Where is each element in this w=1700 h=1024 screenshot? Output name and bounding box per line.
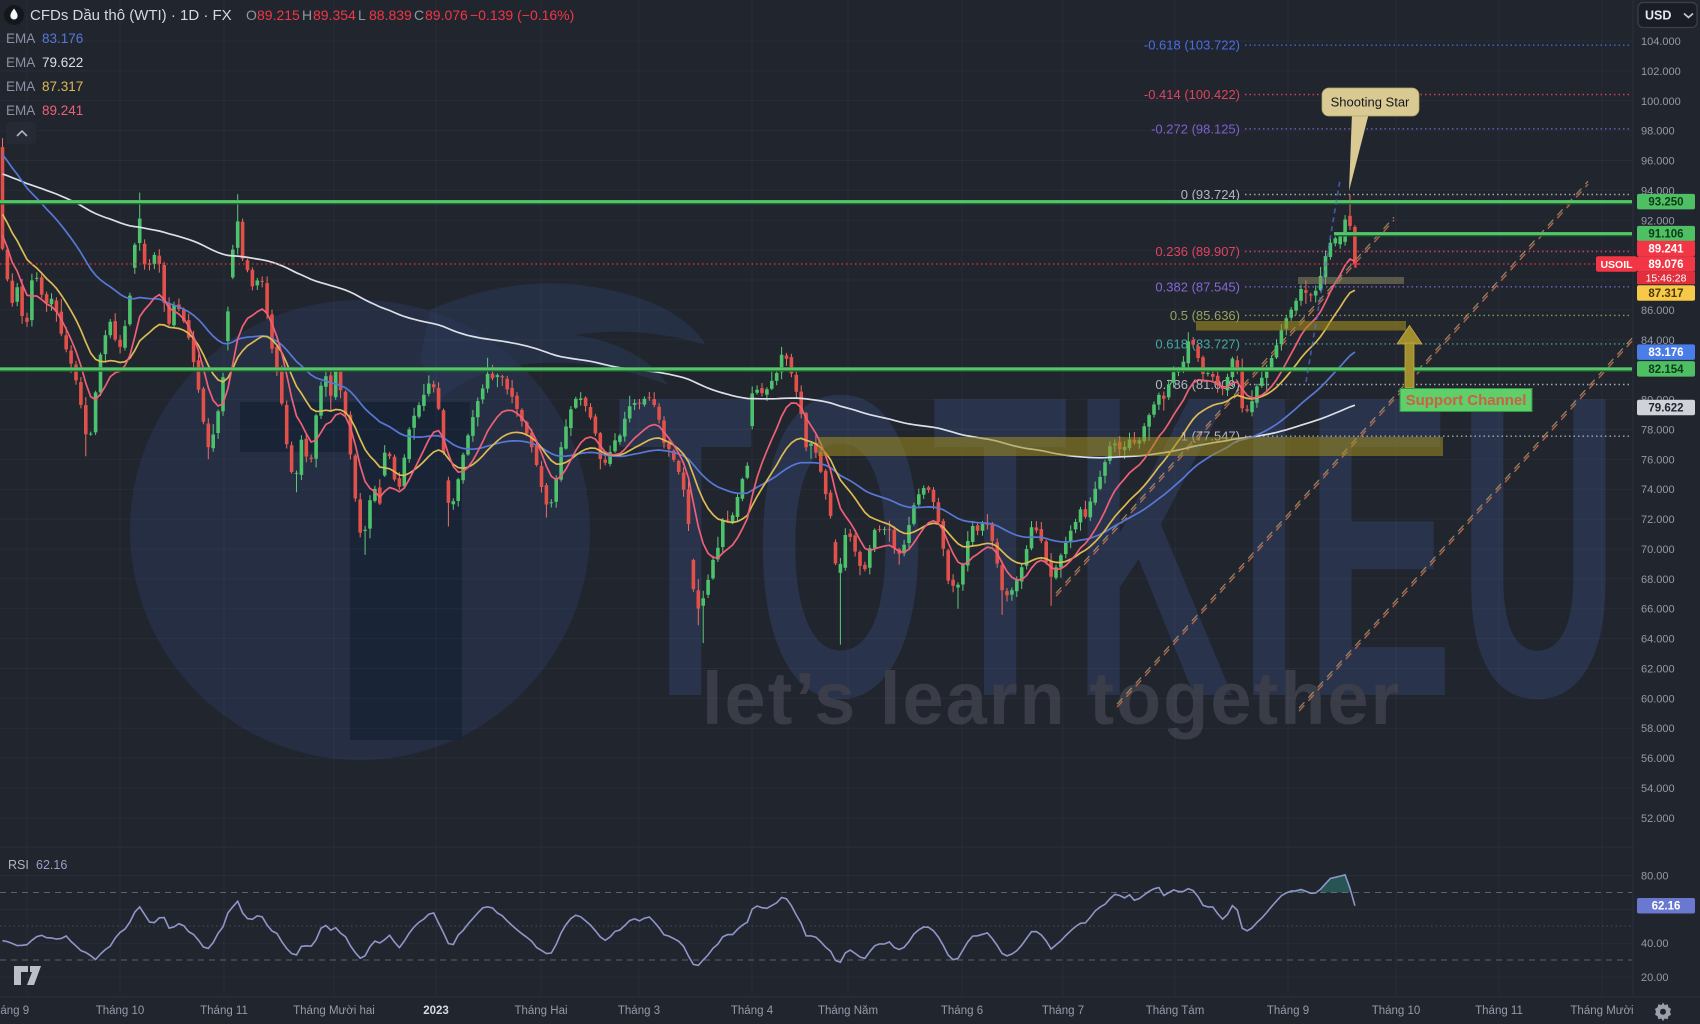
svg-text:Support Channel: Support Channel	[1406, 392, 1527, 409]
svg-text:USOIL: USOIL	[1600, 259, 1633, 271]
svg-text:Tháng Mười: Tháng Mười	[1570, 1005, 1633, 1017]
svg-text:EMA: EMA	[6, 103, 35, 118]
svg-text:62.16: 62.16	[1652, 901, 1681, 913]
svg-text:56.000: 56.000	[1641, 753, 1675, 765]
svg-text:64.000: 64.000	[1641, 634, 1675, 646]
svg-text:-0.618 (103.722): -0.618 (103.722)	[1144, 38, 1240, 53]
svg-text:100.000: 100.000	[1641, 96, 1681, 108]
svg-text:0 (93.724): 0 (93.724)	[1181, 187, 1240, 202]
svg-text:89.076: 89.076	[1648, 259, 1683, 271]
svg-text:-0.414 (100.422): -0.414 (100.422)	[1144, 87, 1240, 102]
svg-text:Tháng 6: Tháng 6	[941, 1005, 983, 1017]
svg-text:68.000: 68.000	[1641, 574, 1675, 586]
svg-text:86.000: 86.000	[1641, 305, 1675, 317]
svg-text:96.000: 96.000	[1641, 156, 1675, 168]
svg-text:83.176: 83.176	[1648, 347, 1683, 359]
svg-text:Tháng 4: Tháng 4	[731, 1005, 774, 1017]
svg-text:83.176: 83.176	[42, 31, 83, 46]
svg-text:92.000: 92.000	[1641, 215, 1675, 227]
svg-text:CFDs Dầu thô (WTI) · 1D · FX: CFDs Dầu thô (WTI) · 1D · FX	[30, 7, 232, 24]
svg-text:O: O	[246, 7, 257, 23]
svg-text:Tháng 10: Tháng 10	[96, 1005, 145, 1017]
svg-text:40.00: 40.00	[1641, 938, 1669, 950]
svg-text:60.000: 60.000	[1641, 693, 1675, 705]
svg-text:78.000: 78.000	[1641, 424, 1675, 436]
svg-text:0.5 (85.636): 0.5 (85.636)	[1170, 308, 1240, 323]
svg-text:58.000: 58.000	[1641, 723, 1675, 735]
svg-text:Tháng 11: Tháng 11	[1475, 1005, 1523, 1017]
svg-text:EMA: EMA	[6, 55, 35, 70]
svg-text:62.16: 62.16	[36, 858, 67, 872]
svg-text:EMA: EMA	[6, 31, 35, 46]
svg-text:84.000: 84.000	[1641, 335, 1675, 347]
svg-text:87.317: 87.317	[1648, 288, 1683, 300]
svg-text:104.000: 104.000	[1641, 36, 1681, 48]
svg-text:93.250: 93.250	[1648, 197, 1683, 209]
svg-text:79.622: 79.622	[1648, 403, 1683, 415]
svg-text:76.000: 76.000	[1641, 454, 1675, 466]
svg-text:Tháng 9: Tháng 9	[0, 1005, 29, 1017]
svg-text:Tháng Tám: Tháng Tám	[1146, 1005, 1205, 1017]
svg-text:98.000: 98.000	[1641, 126, 1675, 138]
svg-text:Tháng 7: Tháng 7	[1042, 1005, 1084, 1017]
svg-text:89.076: 89.076	[425, 7, 468, 23]
svg-text:−0.139 (−0.16%): −0.139 (−0.16%)	[470, 7, 574, 23]
svg-text:20.00: 20.00	[1641, 972, 1669, 984]
svg-text:89.241: 89.241	[42, 103, 83, 118]
svg-text:88.839: 88.839	[369, 7, 412, 23]
svg-text:Tháng Năm: Tháng Năm	[818, 1005, 878, 1017]
svg-text:0.382 (87.545): 0.382 (87.545)	[1155, 279, 1240, 294]
svg-text:15:46:28: 15:46:28	[1646, 273, 1687, 285]
svg-text:52.000: 52.000	[1641, 813, 1675, 825]
svg-text:66.000: 66.000	[1641, 604, 1675, 616]
svg-text:102.000: 102.000	[1641, 66, 1681, 78]
svg-text:54.000: 54.000	[1641, 783, 1675, 795]
svg-text:Tháng 10: Tháng 10	[1372, 1005, 1421, 1017]
svg-text:Tháng 9: Tháng 9	[1267, 1005, 1309, 1017]
svg-text:USD: USD	[1645, 9, 1671, 23]
svg-text:C: C	[414, 7, 424, 23]
svg-text:Tháng Mười hai: Tháng Mười hai	[293, 1005, 375, 1017]
svg-text:-0.272 (98.125): -0.272 (98.125)	[1151, 121, 1240, 136]
svg-text:Tháng 11: Tháng 11	[200, 1005, 248, 1017]
svg-text:72.000: 72.000	[1641, 514, 1675, 526]
svg-text:RSI: RSI	[8, 858, 29, 872]
svg-text:let’s learn together: let’s learn together	[702, 657, 1401, 740]
svg-text:62.000: 62.000	[1641, 664, 1675, 676]
svg-text:82.154: 82.154	[1648, 364, 1684, 376]
svg-text:87.317: 87.317	[42, 79, 83, 94]
svg-text:Tháng Hai: Tháng Hai	[514, 1005, 567, 1017]
svg-text:EMA: EMA	[6, 79, 35, 94]
svg-text:74.000: 74.000	[1641, 484, 1675, 496]
svg-text:79.622: 79.622	[42, 55, 83, 70]
svg-text:89.354: 89.354	[313, 7, 356, 23]
svg-text:Shooting Star: Shooting Star	[1331, 95, 1410, 110]
svg-text:2023: 2023	[423, 1005, 449, 1017]
svg-text:0.236 (89.907): 0.236 (89.907)	[1155, 244, 1240, 259]
svg-text:H: H	[302, 7, 312, 23]
svg-text:91.106: 91.106	[1648, 229, 1683, 241]
svg-text:89.241: 89.241	[1648, 244, 1684, 256]
svg-text:70.000: 70.000	[1641, 544, 1675, 556]
svg-text:Tháng 3: Tháng 3	[618, 1005, 660, 1017]
svg-text:89.215: 89.215	[257, 7, 300, 23]
svg-text:L: L	[358, 7, 366, 23]
svg-text:80.00: 80.00	[1641, 871, 1669, 883]
